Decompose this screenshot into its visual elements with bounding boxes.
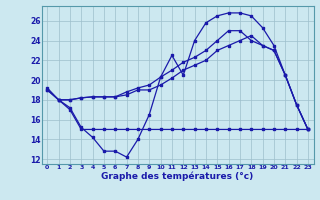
X-axis label: Graphe des températures (°c): Graphe des températures (°c) — [101, 172, 254, 181]
